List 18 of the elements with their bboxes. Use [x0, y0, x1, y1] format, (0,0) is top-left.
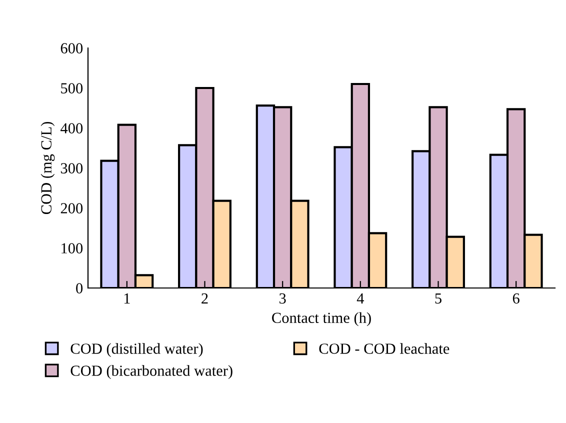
- y-tick-label: 500: [61, 83, 83, 94]
- legend-label: COD - COD leachate: [319, 343, 450, 354]
- x-tick-label: 6: [512, 293, 520, 304]
- y-tick-label: 100: [62, 243, 83, 254]
- legend-label: COD (distilled water): [70, 343, 203, 357]
- y-tick-label: 0: [76, 283, 83, 294]
- y-tick-label: 400: [60, 123, 83, 134]
- y-tick-label: 600: [60, 43, 83, 54]
- legend-label: COD (bicarbonated water): [70, 365, 232, 379]
- x-tick-label: 1: [124, 293, 130, 304]
- x-tick-label: 3: [279, 293, 286, 304]
- y-tick-label: 200: [60, 203, 83, 214]
- x-tick-label: 5: [435, 293, 442, 304]
- x-axis-title: Contact time (h): [272, 312, 371, 326]
- y-axis-title: COD (mg C/L): [40, 122, 55, 214]
- x-tick-label: 4: [356, 293, 364, 304]
- y-tick-label: 300: [60, 163, 83, 174]
- x-tick-label: 2: [202, 293, 208, 304]
